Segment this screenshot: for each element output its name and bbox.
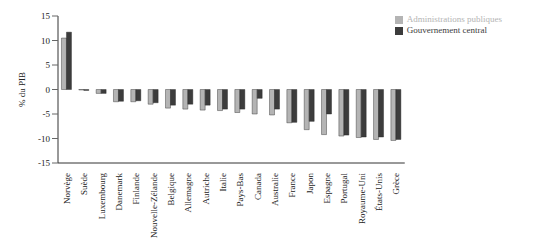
html-text:Administrations publiques: Administrations publiques — [406, 14, 502, 24]
svg-text:Norvège: Norvège — [62, 173, 72, 204]
svg-text:10: 10 — [41, 36, 51, 46]
svg-text:-5: -5 — [43, 109, 51, 119]
html-text:Gouvernement central: Gouvernement central — [406, 25, 487, 35]
svg-text:Belgique: Belgique — [166, 173, 176, 206]
svg-text:Autriche: Autriche — [201, 173, 211, 205]
svg-text:Royaume-Uni: Royaume-Uni — [357, 173, 367, 224]
svg-text:Finlande: Finlande — [131, 173, 141, 205]
svg-text:15: 15 — [41, 11, 51, 21]
svg-text:Pays-Bas: Pays-Bas — [235, 173, 245, 207]
svg-text:Italie: Italie — [218, 173, 228, 192]
svg-text:Suède: Suède — [79, 173, 89, 195]
svg-text:Danemark: Danemark — [114, 173, 124, 211]
svg-text:% du PIB: % du PIB — [17, 72, 27, 107]
svg-text:-10: -10 — [38, 134, 50, 144]
svg-text:Canada: Canada — [253, 173, 263, 200]
svg-text:Espagne: Espagne — [322, 173, 332, 204]
svg-text:Allemagne: Allemagne — [183, 173, 193, 213]
svg-text:Nouvelle-Zélande: Nouvelle-Zélande — [149, 173, 159, 238]
svg-text:Grèce: Grèce — [391, 173, 401, 194]
svg-text:5: 5 — [46, 60, 51, 70]
svg-text:Luxembourg: Luxembourg — [97, 173, 107, 220]
svg-text:-15: -15 — [38, 158, 50, 168]
svg-text:Portugal: Portugal — [339, 173, 349, 204]
svg-text:Japon: Japon — [305, 173, 315, 194]
svg-text:France: France — [287, 173, 297, 198]
svg-text:0: 0 — [46, 85, 51, 95]
svg-text:États-Unis: États-Unis — [374, 173, 384, 211]
svg-text:Australie: Australie — [270, 173, 280, 206]
